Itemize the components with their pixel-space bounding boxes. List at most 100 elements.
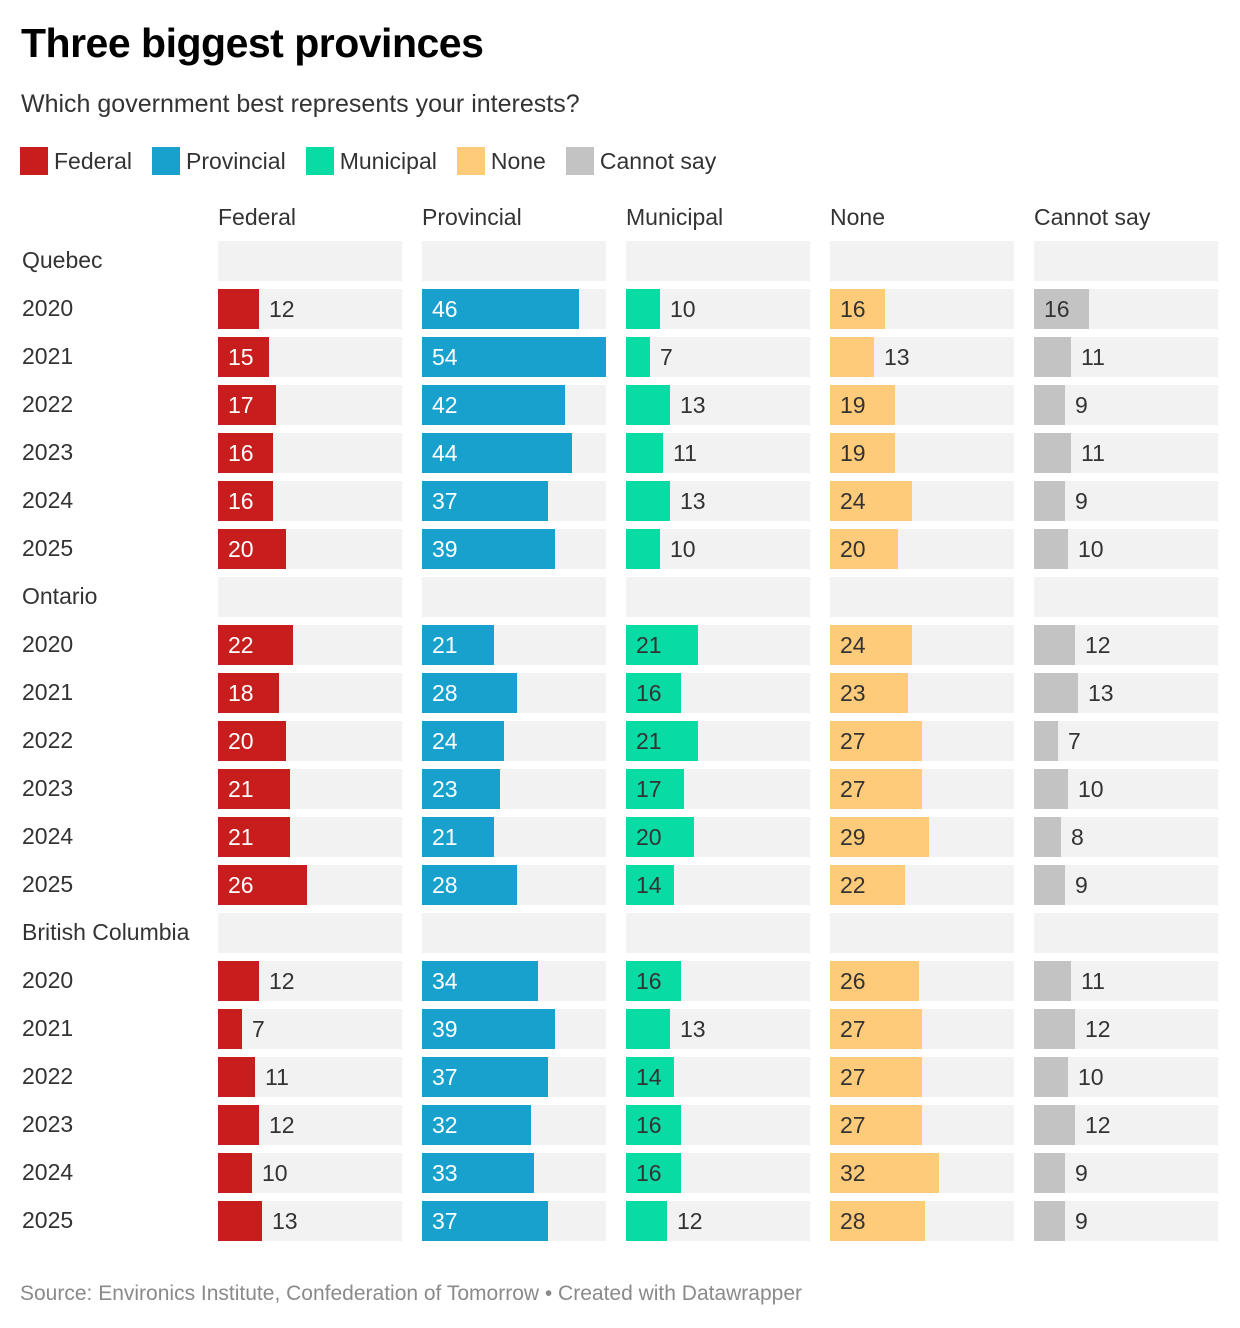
- bar-track: 14: [626, 865, 810, 905]
- bar-track: [830, 241, 1014, 281]
- value-label: 7: [252, 1016, 265, 1042]
- year-label: 2020: [22, 967, 74, 993]
- bar-federal: [218, 1201, 262, 1241]
- bar-track: 22: [218, 625, 402, 665]
- value-label: 42: [432, 392, 458, 418]
- value-label: 16: [636, 680, 662, 706]
- bar-track: 24: [422, 721, 606, 761]
- bar-track: 9: [1034, 1153, 1218, 1193]
- bar-federal: [218, 961, 259, 1001]
- value-label: 21: [432, 632, 458, 658]
- bar-track: 27: [830, 1105, 1014, 1145]
- value-label: 20: [228, 728, 254, 754]
- value-label: 21: [228, 776, 254, 802]
- bar-federal: [218, 625, 293, 665]
- value-label: 28: [840, 1208, 866, 1234]
- bar-track: 12: [626, 1201, 810, 1241]
- value-label: 12: [1085, 1016, 1111, 1042]
- value-label: 37: [432, 1208, 458, 1234]
- bar-track: 21: [218, 817, 402, 857]
- value-label: 14: [636, 1064, 662, 1090]
- bar-cannot-say: [1034, 529, 1068, 569]
- bar-track: 10: [626, 529, 810, 569]
- value-label: 10: [1078, 776, 1104, 802]
- value-label: 13: [680, 488, 706, 514]
- bar-none: [830, 769, 922, 809]
- bar-track: 27: [830, 721, 1014, 761]
- bar-municipal: [626, 433, 663, 473]
- value-label: 18: [228, 680, 254, 706]
- bar-track: 13: [626, 385, 810, 425]
- bar-municipal: [626, 529, 660, 569]
- bar-cannot-say: [1034, 385, 1065, 425]
- chart-title: Three biggest provinces: [21, 20, 484, 66]
- legend-swatch: [151, 147, 180, 175]
- bar-none: [830, 721, 922, 761]
- bar-cannot-say: [1034, 865, 1065, 905]
- bar-track: 14: [626, 1057, 810, 1097]
- legend-label: Federal: [54, 147, 132, 174]
- bar-track: 21: [422, 625, 606, 665]
- value-label: 10: [262, 1160, 288, 1186]
- value-label: 27: [840, 728, 866, 754]
- value-label: 12: [1085, 1112, 1111, 1138]
- bar-track: 42: [422, 385, 606, 425]
- bar-municipal: [626, 865, 674, 905]
- year-label: 2021: [22, 343, 74, 369]
- value-label: 34: [432, 968, 458, 994]
- section-label: British Columbia: [22, 919, 190, 945]
- bar-track: [1034, 913, 1218, 953]
- value-label: 28: [432, 872, 458, 898]
- value-label: 27: [840, 1112, 866, 1138]
- value-label: 9: [1075, 872, 1088, 898]
- bar-track: 17: [218, 385, 402, 425]
- bar-track: 28: [830, 1201, 1014, 1241]
- bar-track: [422, 241, 606, 281]
- bar-track: 19: [830, 433, 1014, 473]
- value-label: 39: [432, 536, 458, 562]
- value-label: 24: [840, 488, 866, 514]
- bar-provincial: [422, 481, 548, 521]
- legend-label: Cannot say: [599, 147, 717, 174]
- bar-cannot-say: [1034, 1105, 1075, 1145]
- bar-track: 10: [218, 1153, 402, 1193]
- value-label: 8: [1071, 824, 1084, 850]
- legend: Federal Provincial Municipal None Cannot say: [20, 147, 716, 175]
- bar-none: [830, 961, 919, 1001]
- bar-cannot-say: [1034, 433, 1071, 473]
- bar-municipal: [626, 337, 650, 377]
- bar-municipal: [626, 817, 694, 857]
- bar-track: 10: [1034, 529, 1218, 569]
- year-label: 2025: [22, 535, 74, 561]
- value-label: 54: [432, 344, 458, 370]
- legend-label: Municipal: [339, 147, 437, 174]
- value-label: 20: [636, 824, 662, 850]
- value-label: 12: [269, 1112, 295, 1138]
- bar-provincial: [422, 1153, 534, 1193]
- value-label: 19: [840, 392, 866, 418]
- legend-item: Federal: [20, 147, 132, 175]
- value-label: 23: [840, 680, 866, 706]
- bar-track: 12: [218, 1105, 402, 1145]
- bar-none: [830, 1009, 922, 1049]
- bar-track: [218, 241, 402, 281]
- value-label: 21: [432, 824, 458, 850]
- bar-municipal: [626, 769, 684, 809]
- bar-provincial: [422, 961, 538, 1001]
- value-label: 16: [1044, 296, 1070, 322]
- value-label: 16: [228, 440, 254, 466]
- value-label: 10: [1078, 1064, 1104, 1090]
- bar-provincial: [422, 865, 517, 905]
- year-label: 2023: [22, 775, 74, 801]
- bar-track: 26: [218, 865, 402, 905]
- bar-provincial: [422, 721, 504, 761]
- value-label: 11: [1081, 968, 1105, 994]
- value-label: 26: [228, 872, 254, 898]
- bar-municipal: [626, 1009, 670, 1049]
- bar-municipal: [626, 481, 670, 521]
- year-label: 2022: [22, 1063, 74, 1089]
- value-label: 10: [670, 296, 696, 322]
- bar-federal: [218, 529, 286, 569]
- bar-track: 13: [626, 481, 810, 521]
- bar-track: 13: [218, 1201, 402, 1241]
